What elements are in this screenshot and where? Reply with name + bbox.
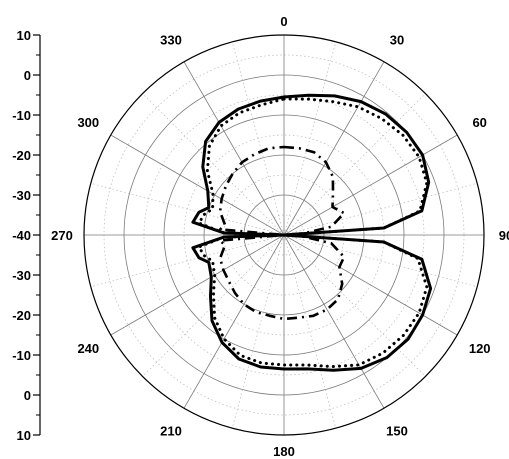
angle-tick-label: 0 bbox=[280, 14, 287, 29]
grid-spoke bbox=[142, 93, 285, 236]
grid-spoke bbox=[183, 234, 285, 409]
series-solid bbox=[191, 93, 433, 372]
grid-spoke bbox=[231, 41, 285, 236]
angle-tick-label: 90 bbox=[499, 228, 509, 243]
outer-circle bbox=[83, 34, 485, 436]
radial-axis: 10 0 -10 -20 -30 -40 -30 -20 -10 0 10 bbox=[12, 28, 41, 443]
grid-spoke bbox=[283, 234, 426, 377]
angle-tick-label: 330 bbox=[160, 32, 182, 47]
angle-tick-label: 120 bbox=[469, 341, 491, 356]
radial-tick-label: -10 bbox=[12, 348, 31, 363]
angle-tick-label: 240 bbox=[77, 341, 99, 356]
radial-tick-label: -30 bbox=[12, 188, 31, 203]
grid-spoke bbox=[90, 234, 285, 288]
grid-spoke bbox=[283, 93, 426, 236]
angular-tick-labels: 0 30 60 90 120 150 180 210 240 270 300 330 bbox=[51, 14, 509, 459]
series-dotted bbox=[197, 97, 429, 369]
radial-tick-label: 10 bbox=[17, 28, 31, 43]
grid-spoke bbox=[283, 234, 478, 288]
grid-spoke bbox=[283, 134, 458, 236]
angle-tick-label: 210 bbox=[160, 424, 182, 439]
grid-spoke bbox=[283, 41, 337, 236]
grid-spoke bbox=[283, 234, 385, 409]
grid-spoke bbox=[110, 234, 285, 336]
angle-tick-label: 270 bbox=[51, 228, 73, 243]
grid-spoke bbox=[283, 234, 458, 336]
grid-spoke bbox=[110, 134, 285, 236]
radial-tick-label: -20 bbox=[12, 308, 31, 323]
radial-tick-label: 0 bbox=[24, 388, 31, 403]
grid-spoke bbox=[283, 182, 478, 236]
angle-tick-label: 150 bbox=[386, 424, 408, 439]
radial-tick-label: -40 bbox=[12, 228, 31, 243]
grid-spoke bbox=[90, 182, 285, 236]
radial-tick-label: -20 bbox=[12, 148, 31, 163]
radial-tick-label: 0 bbox=[24, 68, 31, 83]
grid-spoke bbox=[231, 234, 285, 429]
radial-tick-label: -10 bbox=[12, 108, 31, 123]
angle-tick-label: 300 bbox=[77, 115, 99, 130]
angle-tick-label: 180 bbox=[273, 444, 295, 459]
angle-tick-label: 60 bbox=[472, 115, 486, 130]
grid-spoke bbox=[283, 234, 337, 429]
grid-spoke bbox=[283, 61, 385, 236]
grid-spoke bbox=[183, 61, 285, 236]
series-layer bbox=[191, 93, 433, 372]
radial-tick-label: 10 bbox=[17, 428, 31, 443]
radial-tick-label: -30 bbox=[12, 268, 31, 283]
angle-tick-label: 30 bbox=[390, 32, 404, 47]
